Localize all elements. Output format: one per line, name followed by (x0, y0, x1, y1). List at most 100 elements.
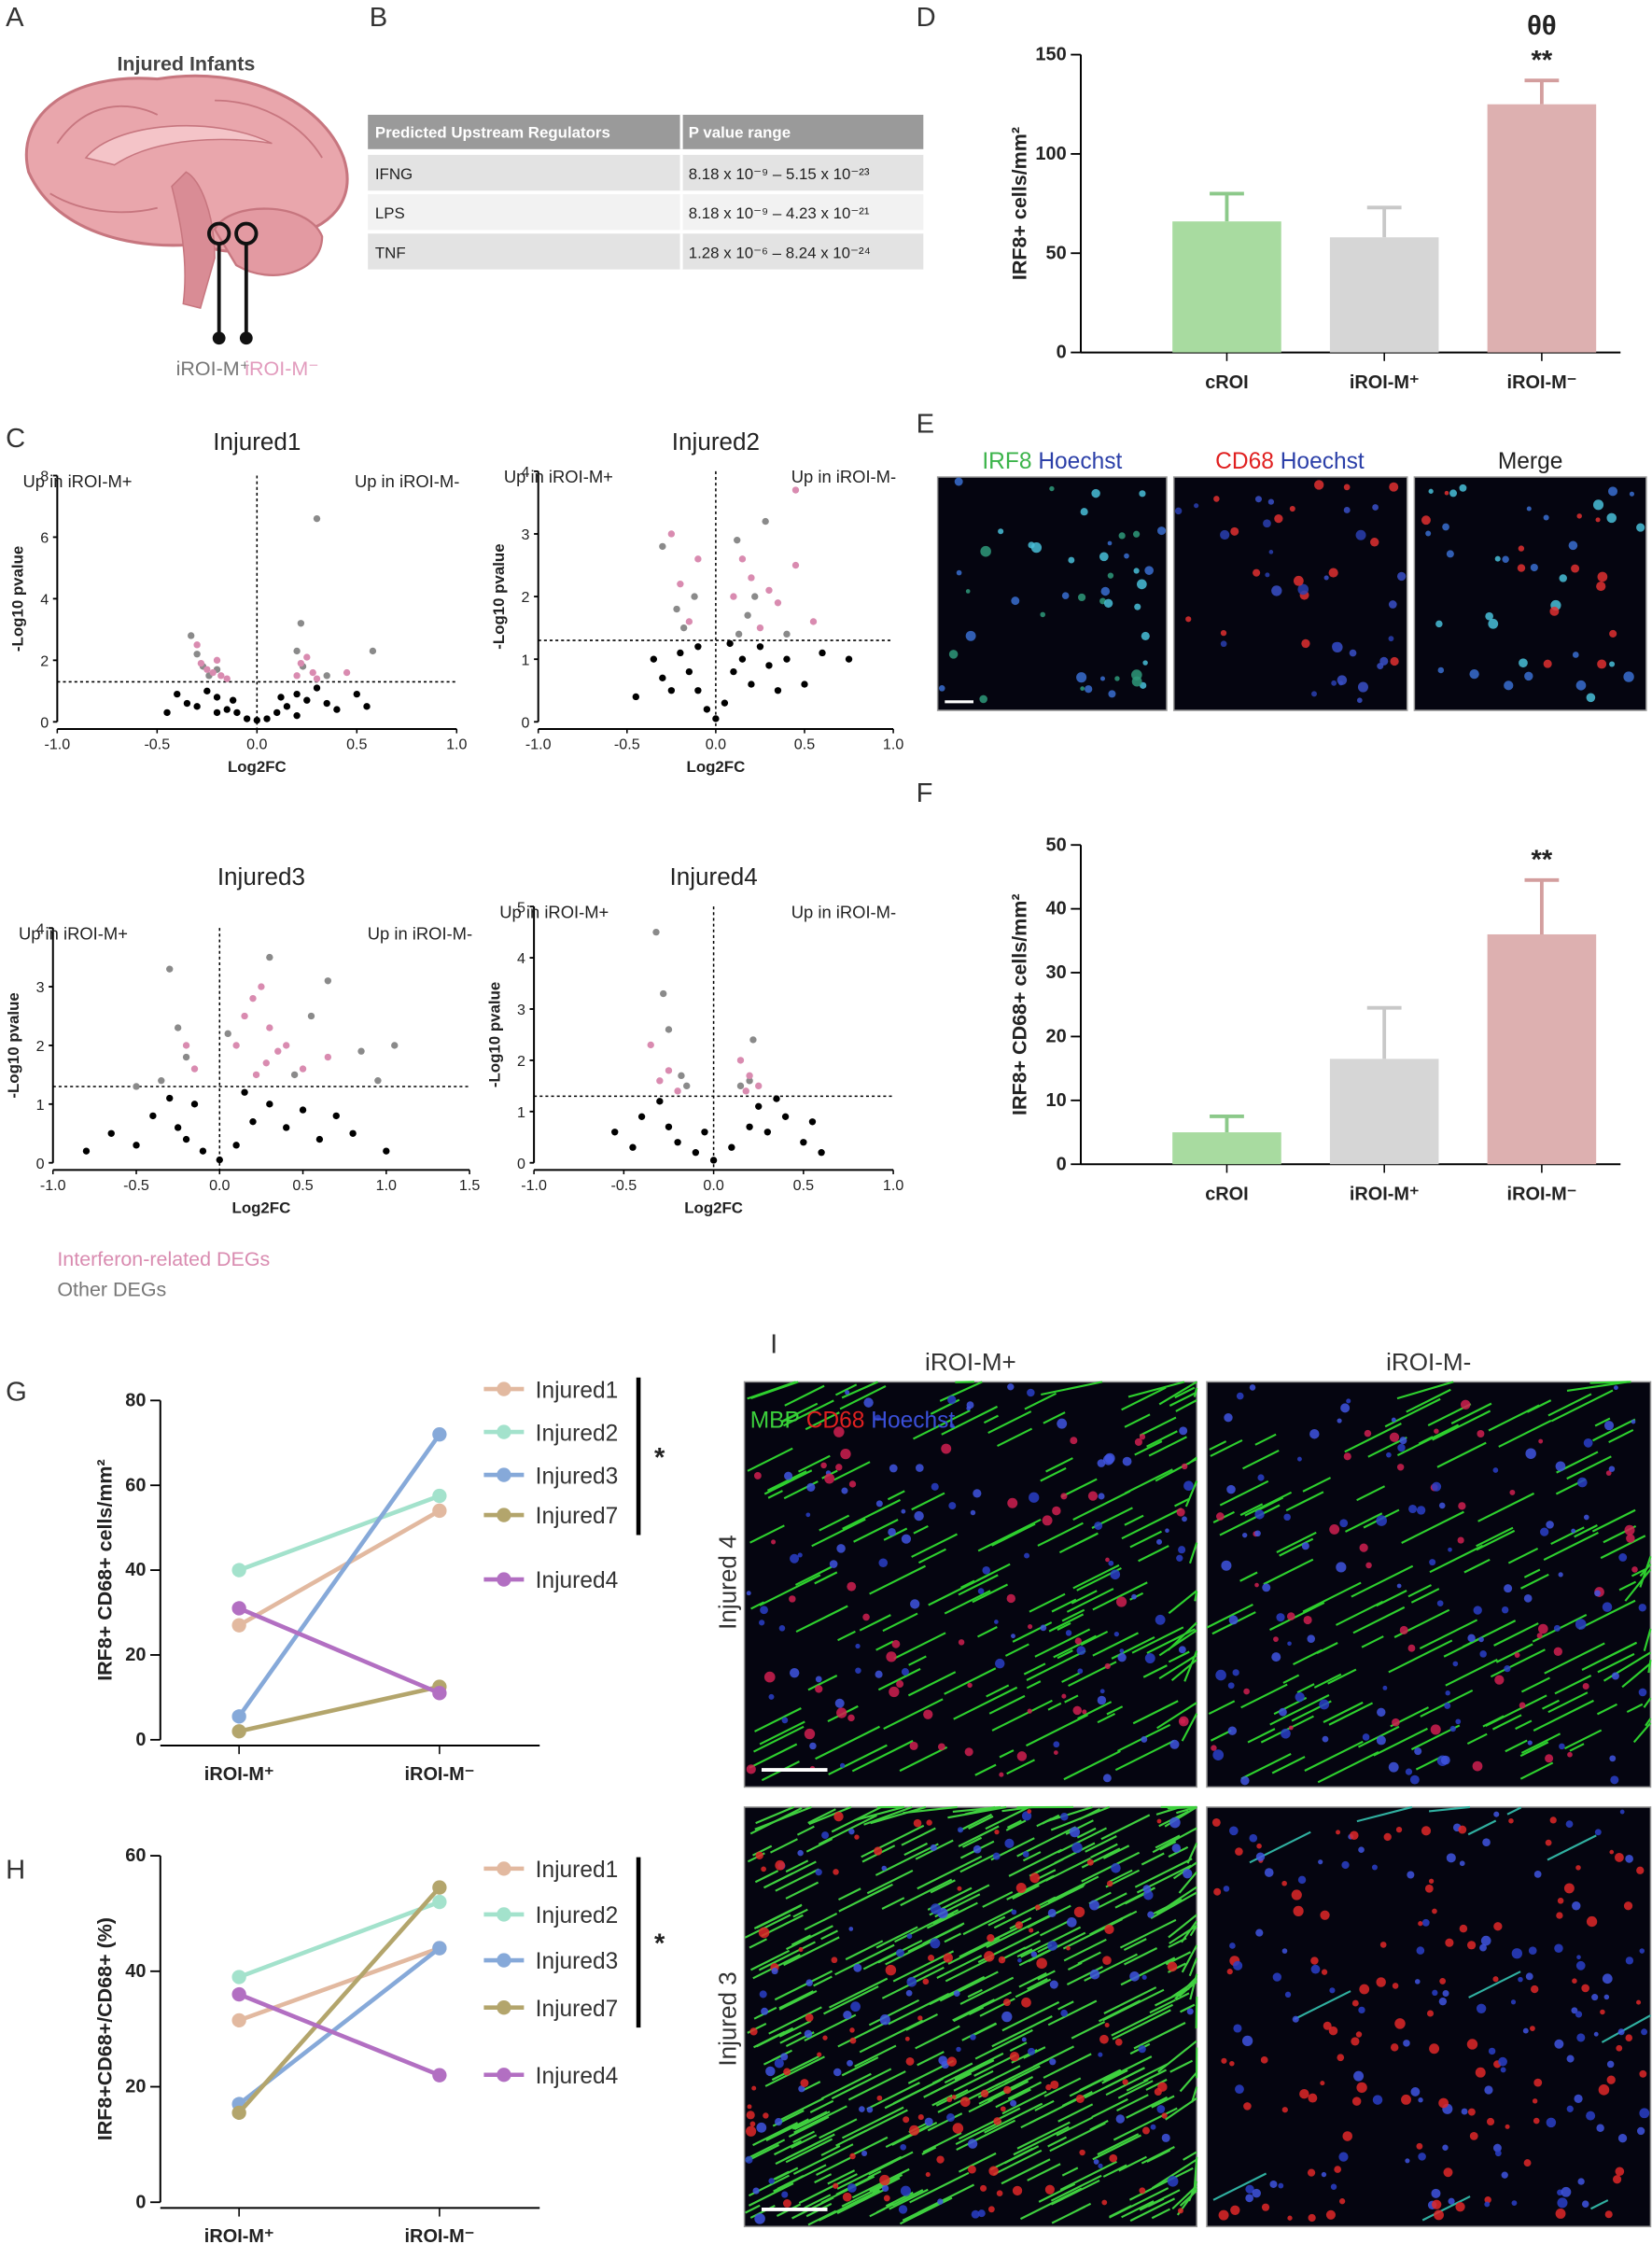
legend-entry: Interferon-related DEGs (57, 1248, 270, 1270)
fiber (1526, 1399, 1552, 1413)
fiber (1515, 1719, 1533, 1731)
point (299, 1065, 307, 1073)
cell (1395, 1826, 1403, 1833)
cell (954, 477, 963, 486)
cell (951, 2095, 957, 2099)
cell (1284, 1991, 1292, 1998)
cell (1178, 1646, 1186, 1654)
cell (1455, 2202, 1465, 2212)
cell (789, 1667, 800, 1678)
y-tick-label: 0 (135, 2192, 146, 2212)
fiber (1091, 2097, 1128, 2119)
fiber (862, 1949, 902, 1971)
cell (879, 2174, 890, 2186)
fiber (1193, 2156, 1198, 2188)
cell (1226, 1484, 1236, 1494)
point (274, 1047, 282, 1055)
cell (1080, 508, 1088, 516)
point (432, 1880, 447, 1895)
cell (1583, 1438, 1593, 1448)
fiber (1051, 2205, 1086, 2224)
point (273, 708, 281, 717)
fiber (1210, 1438, 1243, 1457)
fiber (1059, 2160, 1117, 2191)
cell (1609, 1755, 1617, 1762)
cell (1102, 1774, 1112, 1783)
cell (1545, 1839, 1552, 1846)
fiber (807, 1808, 836, 1824)
panel-letter: A (6, 3, 24, 33)
fiber (1327, 1668, 1357, 1685)
cell (1178, 1546, 1186, 1554)
cell (820, 1462, 827, 1469)
fiber (1239, 1571, 1258, 1582)
fiber (1047, 2136, 1068, 2148)
fiber (1022, 1851, 1042, 1862)
cell (747, 2104, 752, 2110)
fiber (893, 1632, 946, 1660)
fiber (1101, 2069, 1128, 2084)
point (383, 1147, 390, 1155)
cell (1416, 2142, 1423, 2150)
cell (1156, 1818, 1162, 1824)
cell (1408, 1504, 1418, 1514)
point (765, 586, 773, 595)
fiber (833, 1461, 871, 1481)
cell (1286, 1612, 1295, 1620)
chart-title: Injured1 (213, 428, 301, 456)
y-axis-title: IRF8+ CD68+ cells/mm² (94, 1459, 117, 1680)
cell (1342, 2131, 1353, 2141)
cell (1365, 1562, 1372, 1569)
cell (1543, 514, 1549, 521)
cell (1253, 568, 1261, 577)
fiber (986, 1914, 1051, 1948)
cell (1220, 529, 1230, 540)
x-tick-label: -0.5 (123, 1177, 149, 1194)
point (343, 668, 351, 677)
point (82, 1147, 91, 1155)
fiber (1046, 1805, 1093, 1823)
cell (1561, 2186, 1572, 2197)
cell (1572, 1978, 1577, 1984)
fiber (1396, 1381, 1454, 1400)
fiber (1351, 1564, 1414, 1598)
y-tick-label: 0 (1057, 343, 1067, 363)
fiber (749, 1524, 785, 1544)
fiber (1520, 1676, 1550, 1693)
cell (833, 2068, 842, 2077)
cell (1372, 504, 1379, 511)
cell (1252, 2188, 1261, 2198)
fiber (1219, 1480, 1269, 1507)
cell (1343, 484, 1351, 491)
fiber (793, 2105, 847, 2134)
cell (1311, 691, 1317, 697)
fiber (867, 2170, 882, 2179)
fiber (816, 2156, 851, 2176)
cell (959, 2097, 971, 2108)
fiber (875, 1640, 894, 1651)
fiber (961, 1836, 983, 1848)
y-tick-label: 60 (125, 1845, 146, 1866)
cell (973, 1844, 982, 1854)
cell (749, 2027, 758, 2036)
fiber (1060, 1478, 1098, 1498)
cell (1089, 1969, 1100, 1980)
fiber (768, 2006, 822, 2035)
y-tick-label: 40 (125, 1560, 146, 1580)
cell (946, 2097, 953, 2103)
cell (1245, 2184, 1254, 2194)
cell (1061, 592, 1070, 599)
cell (977, 1588, 985, 1594)
cell (1029, 1928, 1034, 1933)
annotation: Up in iROI-M- (791, 902, 896, 921)
x-tick-label: iROI-M⁻ (405, 1764, 475, 1785)
legend-marker (497, 1424, 511, 1439)
cell (815, 1676, 822, 1683)
cell (903, 2116, 910, 2124)
column-title: iROI-M- (1386, 1348, 1471, 1376)
cell (1525, 1448, 1536, 1459)
fiber (1150, 1891, 1197, 1920)
fiber (747, 1447, 793, 1472)
cell (1287, 2215, 1293, 2221)
point (432, 1503, 447, 1519)
